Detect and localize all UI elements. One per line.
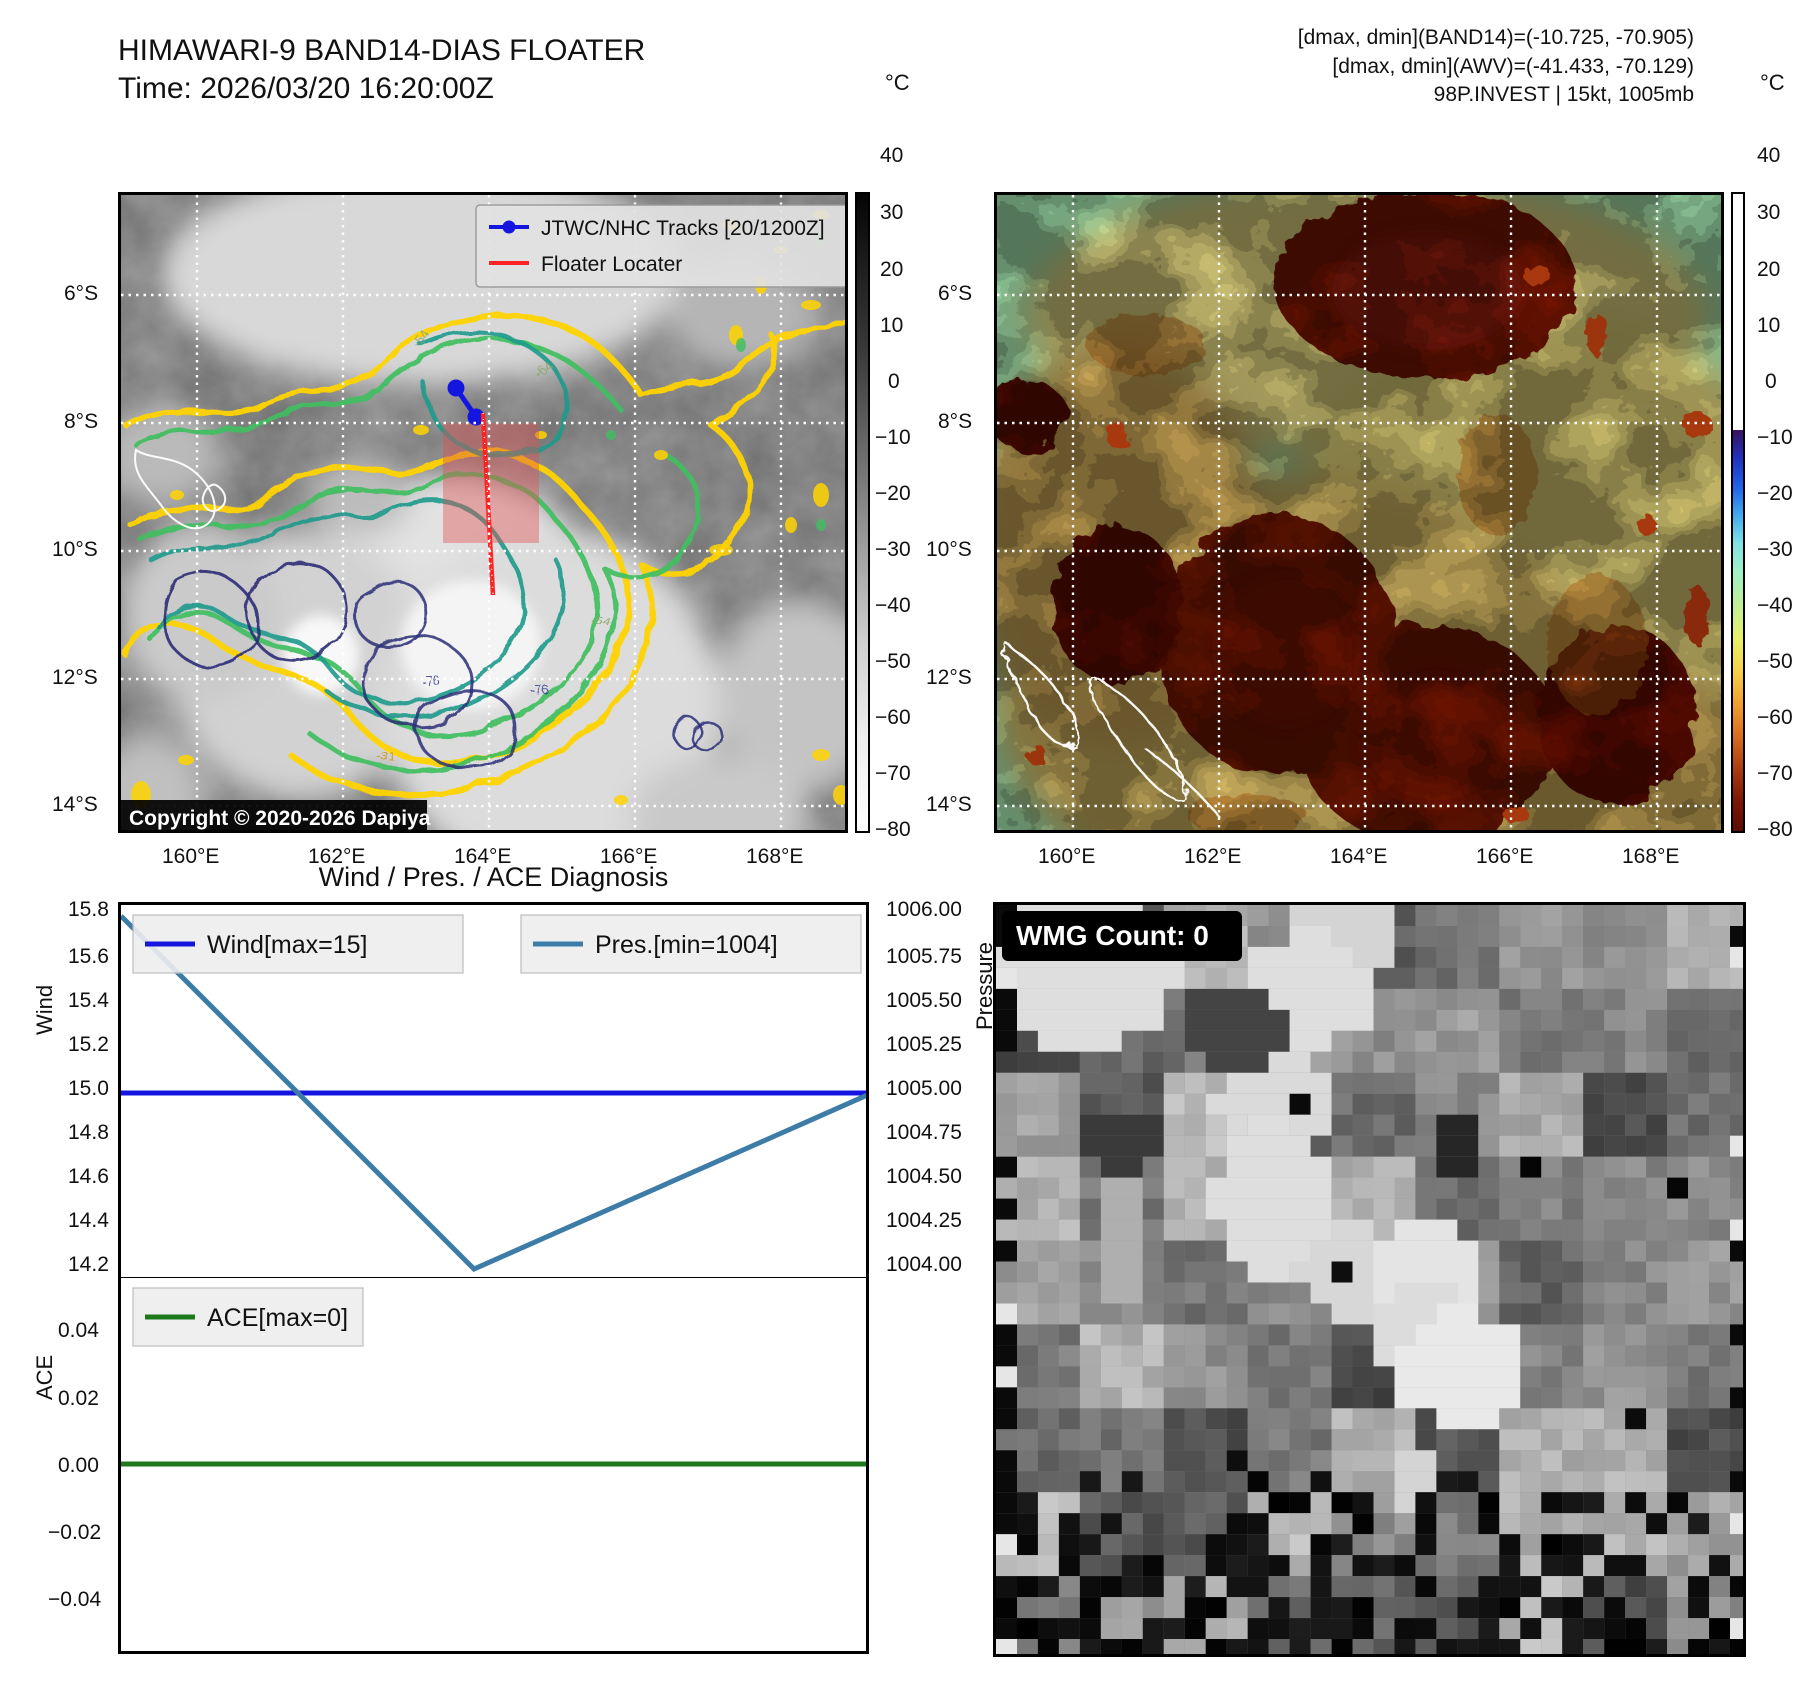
svg-text:-54: -54 bbox=[591, 613, 610, 628]
svg-text:ACE[max=0]: ACE[max=0] bbox=[207, 1304, 348, 1332]
svg-text:-76: -76 bbox=[421, 673, 440, 688]
svg-text:JTWC/NHC Tracks [20/1200Z]: JTWC/NHC Tracks [20/1200Z] bbox=[541, 217, 825, 240]
svg-text:Copyright © 2020-2026 Dapiya: Copyright © 2020-2026 Dapiya bbox=[129, 807, 431, 830]
svg-text:-31: -31 bbox=[376, 748, 395, 763]
svg-text:WMG Count: 0: WMG Count: 0 bbox=[1016, 920, 1209, 951]
svg-text:-76: -76 bbox=[531, 683, 550, 698]
svg-text:Wind[max=15]: Wind[max=15] bbox=[207, 931, 368, 959]
svg-text:Floater Locater: Floater Locater bbox=[541, 253, 682, 276]
svg-text:Pres.[min=1004]: Pres.[min=1004] bbox=[595, 931, 778, 959]
